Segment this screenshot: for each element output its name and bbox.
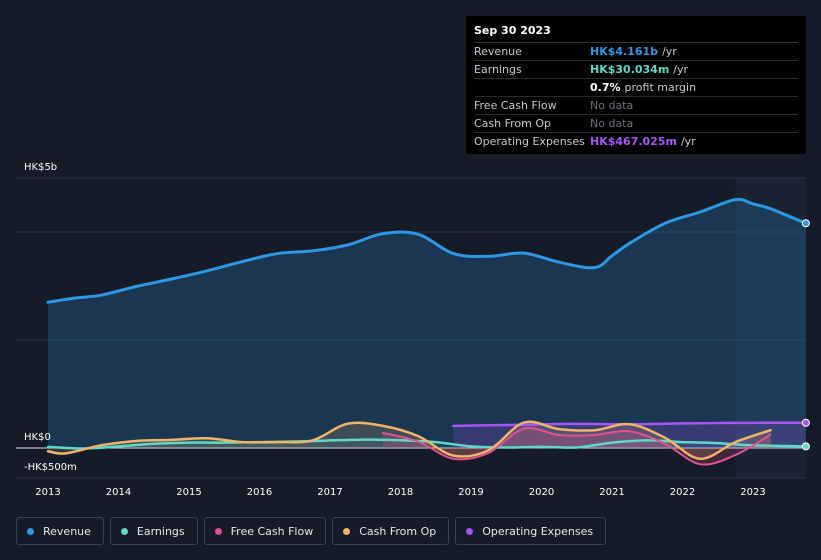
tooltip-row-free-cash-flow: Free Cash Flow No data <box>474 97 798 115</box>
tooltip-row-earnings: Earnings HK$30.034m /yr <box>474 61 798 79</box>
tooltip: Sep 30 2023 Revenue HK$4.161b /yr Earnin… <box>466 16 806 154</box>
x-tick-label: 2015 <box>176 487 201 498</box>
tooltip-label: Earnings <box>474 63 522 76</box>
legend: Revenue Earnings Free Cash Flow Cash Fro… <box>16 517 607 545</box>
legend-label: Earnings <box>136 524 185 538</box>
tooltip-label: Free Cash Flow <box>474 99 557 112</box>
tooltip-value: HK$467.025m <box>590 135 677 148</box>
legend-item-earnings[interactable]: Earnings <box>109 517 198 545</box>
tooltip-unit: /yr <box>673 63 689 76</box>
tooltip-unit: /yr <box>662 45 677 58</box>
earnings-dot-icon <box>120 527 128 535</box>
y-tick-label: HK$0 <box>24 432 51 443</box>
x-tick-label: 2018 <box>388 487 413 498</box>
tooltip-label: Revenue <box>474 45 522 58</box>
x-tick-label: 2022 <box>670 487 695 498</box>
free-cash-flow-dot-icon <box>214 527 222 535</box>
operating-expenses-end-marker <box>801 418 810 427</box>
tooltip-row-profit-margin: 0.7% profit margin <box>474 79 798 97</box>
x-tick-label: 2013 <box>35 487 60 498</box>
end-markers <box>801 219 810 451</box>
tooltip-value: No data <box>590 99 634 112</box>
free-cash-flow-line <box>381 426 772 466</box>
tooltip-row-cash-from-op: Cash From Op No data <box>474 115 798 133</box>
tooltip-row-operating-expenses: Operating Expenses HK$467.025m /yr <box>474 133 798 150</box>
tooltip-unit: /yr <box>680 135 696 148</box>
chart: HK$5b HK$0 -HK$500m 2013 2014 2015 2016 2017 201… <box>16 162 810 498</box>
earnings-area <box>48 439 806 449</box>
legend-label: Cash From Op <box>359 524 437 538</box>
tooltip-value: HK$30.034m <box>590 63 670 76</box>
cash-from-op-dot-icon <box>343 527 351 535</box>
tooltip-label <box>474 79 590 96</box>
tooltip-row-revenue: Revenue HK$4.161b /yr <box>474 43 798 61</box>
legend-item-operating-expenses[interactable]: Operating Expenses <box>455 517 607 545</box>
legend-label: Free Cash Flow <box>230 524 314 538</box>
y-tick-label: HK$5b <box>24 162 57 173</box>
revenue-line <box>46 197 808 304</box>
legend-item-cash-from-op[interactable]: Cash From Op <box>332 517 450 545</box>
earnings-end-marker <box>801 442 810 451</box>
x-tick-label: 2020 <box>529 487 554 498</box>
legend-item-free-cash-flow[interactable]: Free Cash Flow <box>203 517 327 545</box>
series-lines <box>46 197 808 466</box>
tooltip-value: HK$4.161b <box>590 45 659 58</box>
y-tick-label: -HK$500m <box>24 462 77 473</box>
legend-item-revenue[interactable]: Revenue <box>16 517 104 545</box>
x-tick-label: 2019 <box>458 487 483 498</box>
tooltip-date: Sep 30 2023 <box>474 16 798 43</box>
x-tick-label: 2023 <box>740 487 765 498</box>
recent-period-highlight <box>735 178 806 478</box>
tooltip-unit: profit margin <box>624 81 697 94</box>
cash-from-op-line <box>46 420 772 461</box>
legend-label: Operating Expenses <box>482 524 594 538</box>
x-tick-label: 2016 <box>247 487 272 498</box>
revenue-dot-icon <box>27 527 34 535</box>
revenue-end-marker <box>801 219 810 228</box>
revenue-area <box>48 199 806 448</box>
tooltip-value: No data <box>590 117 634 130</box>
tooltip-label: Cash From Op <box>474 117 552 130</box>
operating-expenses-dot-icon <box>466 527 474 535</box>
x-tick-label: 2021 <box>599 487 624 498</box>
operating-expenses-area <box>453 422 806 448</box>
axes: HK$5b HK$0 -HK$500m 2013 2014 2015 2016 2017 201… <box>24 162 766 498</box>
tooltip-label: Operating Expenses <box>474 135 585 148</box>
x-tick-label: 2014 <box>106 487 131 498</box>
legend-label: Revenue <box>43 524 91 538</box>
tooltip-value: 0.7% <box>590 81 621 94</box>
x-tick-label: 2017 <box>317 487 342 498</box>
